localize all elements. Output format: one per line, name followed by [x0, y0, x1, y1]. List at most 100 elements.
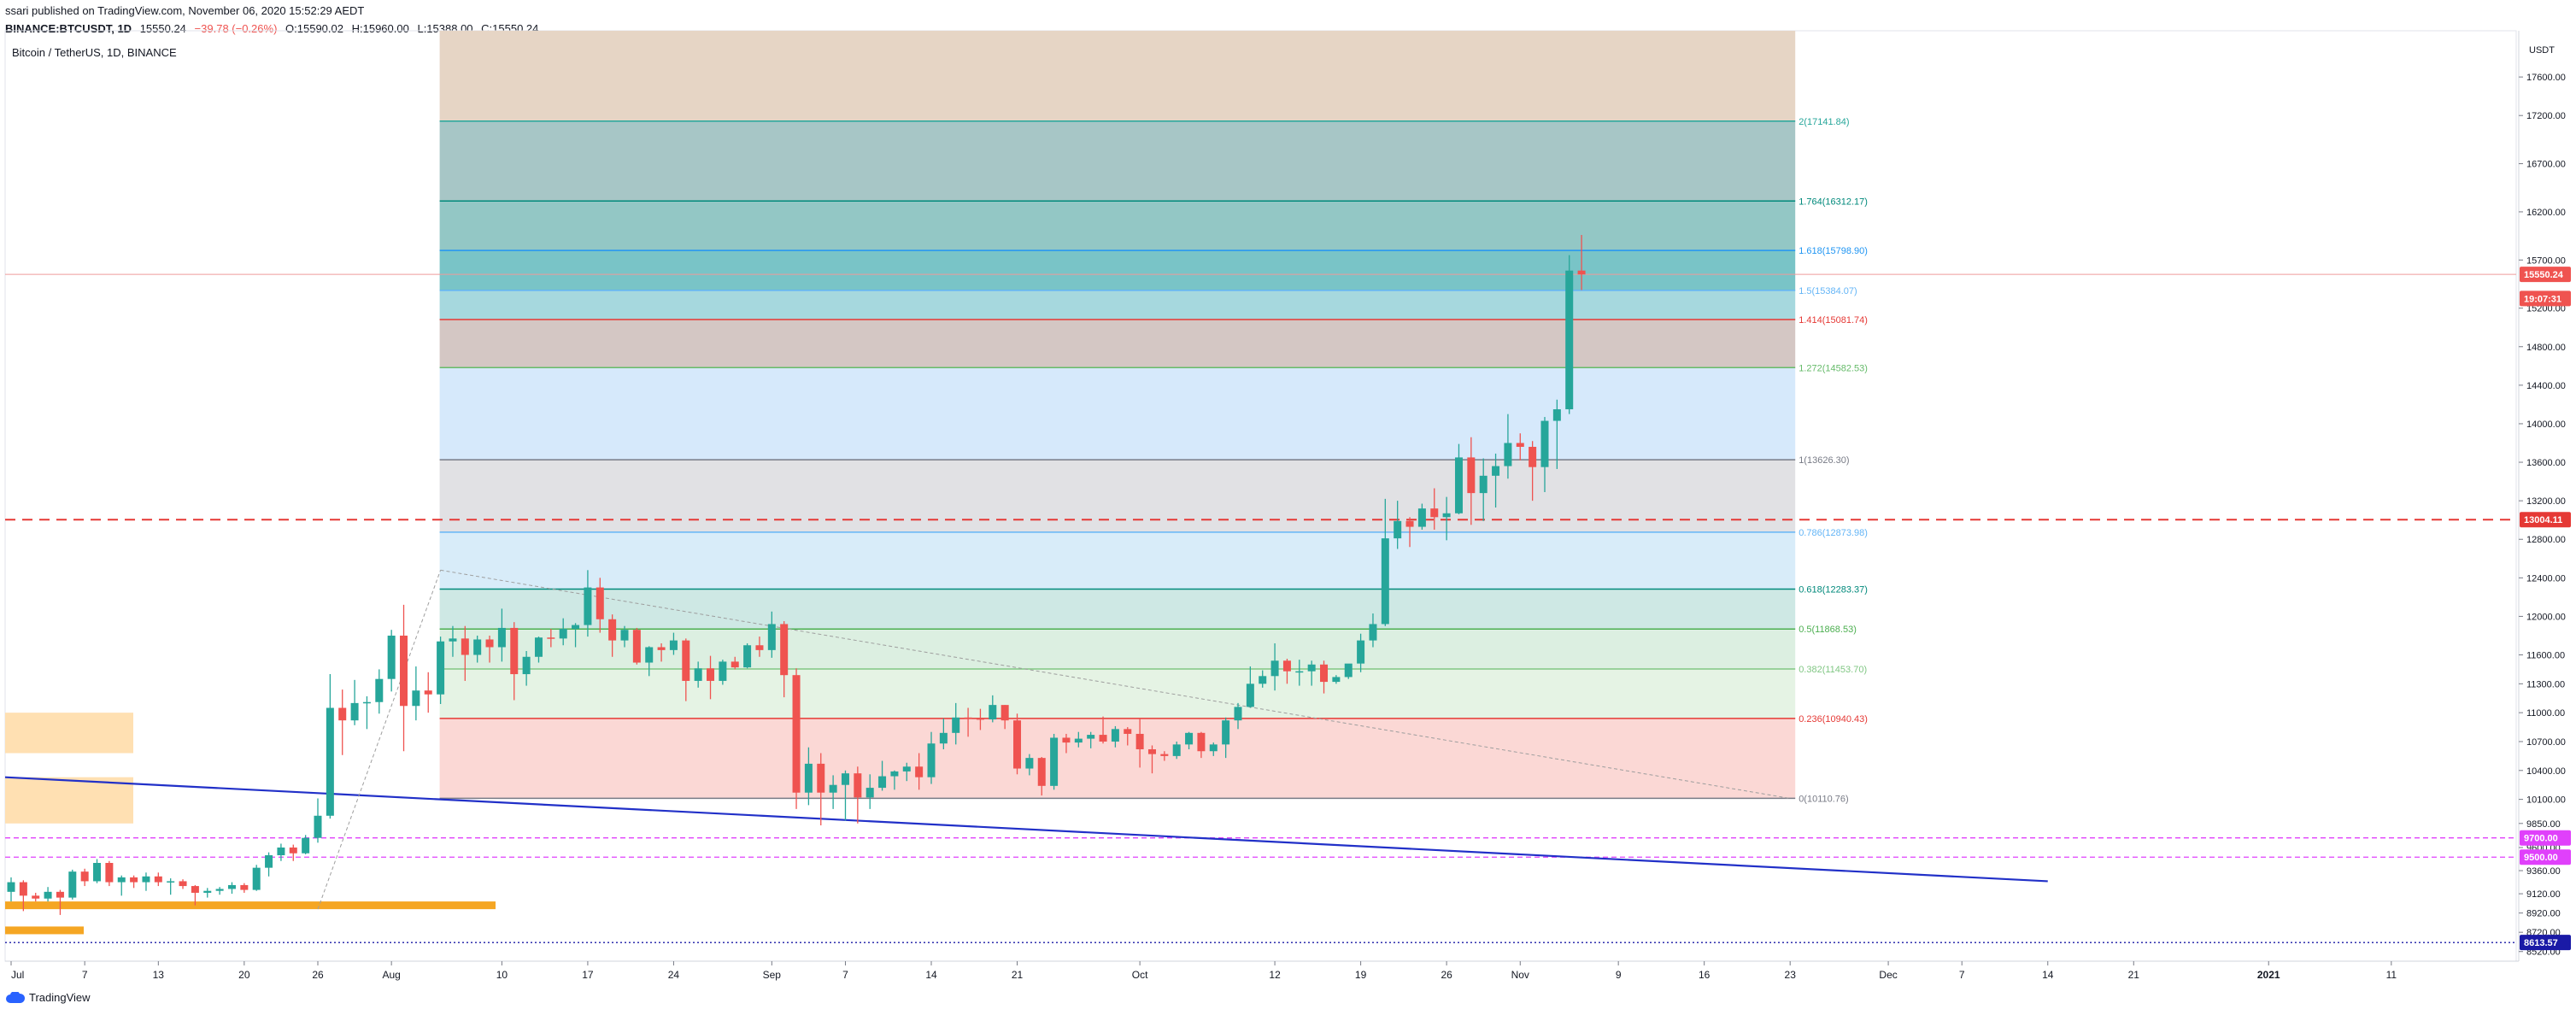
candle-body [1209, 744, 1218, 752]
time-tick-label: 26 [1441, 969, 1452, 981]
candle-body [1025, 758, 1034, 769]
price-tick-label: 9360.00 [2526, 866, 2561, 877]
candle-body [608, 619, 617, 641]
time-tick-label: 13 [153, 969, 165, 981]
pane-title: Bitcoin / TetherUS, 1D, BINANCE [12, 46, 177, 59]
candle-body [767, 624, 776, 650]
candle-body [227, 884, 236, 889]
orange-bar [5, 926, 84, 935]
price-tick-label: 16200.00 [2526, 208, 2566, 218]
candle-body [645, 647, 654, 663]
candle-body [1074, 738, 1083, 743]
candle-body [1454, 457, 1463, 513]
time-tick-label: 2021 [2257, 969, 2280, 981]
candle-body [743, 645, 752, 668]
fib-level-label: 1.5(15384.07) [1799, 286, 1857, 296]
fib-zone [439, 669, 1796, 719]
candle-body [964, 717, 972, 719]
candle-body [1381, 538, 1389, 625]
currency-label: USDT [2529, 45, 2555, 56]
candle-body [1295, 671, 1304, 673]
candle-body [215, 889, 224, 891]
candle-body [1430, 508, 1439, 518]
candle-body [620, 630, 629, 641]
fib-zone [439, 589, 1796, 630]
candle-body [584, 587, 592, 625]
price-label-text: 19:07:31 [2524, 294, 2561, 304]
candle-body [130, 877, 138, 883]
candle-body [1246, 684, 1254, 707]
price-label-box [2520, 290, 2571, 307]
candle-body [632, 630, 641, 663]
price-tick-label: 16700.00 [2526, 160, 2566, 170]
price-tick-label: 8920.00 [2526, 909, 2561, 919]
candle-body [1565, 270, 1574, 410]
time-tick-label: 21 [2128, 969, 2140, 981]
time-tick-label: Jul [11, 969, 24, 981]
price-change: −39.78 (−0.26%) [194, 22, 278, 35]
price-label-box [2520, 267, 2571, 283]
candle-body [1185, 732, 1194, 745]
fib-level-label: 0.786(12873.98) [1799, 528, 1868, 538]
time-tick-label: Aug [382, 969, 400, 981]
candle-body [473, 639, 482, 655]
candle-body [522, 656, 531, 675]
candle-body [1357, 640, 1365, 664]
candle-body [179, 881, 187, 887]
candle-body [1344, 663, 1353, 678]
candle-body [682, 640, 690, 681]
fib-zone [439, 460, 1796, 532]
candle-body [890, 771, 899, 777]
candle-body [93, 863, 102, 882]
candle-body [1417, 508, 1426, 527]
candle-body [1467, 457, 1476, 494]
published-line: ssari published on TradingView.com, Nove… [5, 4, 365, 17]
time-tick-label: Oct [1132, 969, 1148, 981]
time-tick-label: 21 [1012, 969, 1024, 981]
candle-body [841, 773, 849, 785]
candle-body [1492, 466, 1500, 476]
fib-zone [439, 290, 1796, 320]
candle-body [375, 678, 384, 702]
candle-body [1111, 729, 1119, 742]
candle-body [350, 702, 359, 721]
candle-body [1147, 748, 1156, 754]
candle-body [167, 881, 175, 883]
candle-body [976, 718, 984, 720]
candle-body [989, 705, 997, 720]
price-tick-label: 17200.00 [2526, 111, 2566, 121]
price-label-text: 9500.00 [2524, 853, 2558, 863]
time-tick-label: 9 [1616, 969, 1622, 981]
candle-body [534, 637, 543, 657]
fib-zone [439, 367, 1796, 461]
candle-body [657, 647, 666, 650]
candle-body [1222, 720, 1230, 745]
candle-body [707, 668, 715, 681]
orange-zone [5, 713, 133, 754]
time-tick-label: 12 [1269, 969, 1281, 981]
candle-body [265, 854, 273, 868]
price-tick-label: 12800.00 [2526, 535, 2566, 545]
price-tick-label: 15700.00 [2526, 255, 2566, 266]
cloud-icon [6, 991, 26, 1003]
candle-body [117, 877, 126, 883]
price-tick-label: 12400.00 [2526, 573, 2566, 584]
time-tick-label: 20 [238, 969, 250, 981]
candle-body [817, 763, 825, 793]
last-price: 15550.24 [139, 22, 186, 35]
candle-body [326, 707, 334, 816]
candle-body [1135, 733, 1144, 749]
candle-body [927, 743, 936, 777]
candle-body [105, 863, 114, 883]
time-tick-label: Sep [763, 969, 782, 981]
price-tick-label: 9850.00 [2526, 819, 2561, 830]
tradingview-logo[interactable]: TradingView [5, 991, 91, 1004]
price-tick-label: 11300.00 [2526, 679, 2565, 689]
orange-bar [5, 901, 496, 910]
price-tick-label: 14400.00 [2526, 381, 2566, 391]
price-label-text: 9700.00 [2524, 834, 2558, 844]
time-tick-label: 14 [925, 969, 937, 981]
candle-body [497, 627, 506, 648]
candle-body [669, 640, 678, 650]
